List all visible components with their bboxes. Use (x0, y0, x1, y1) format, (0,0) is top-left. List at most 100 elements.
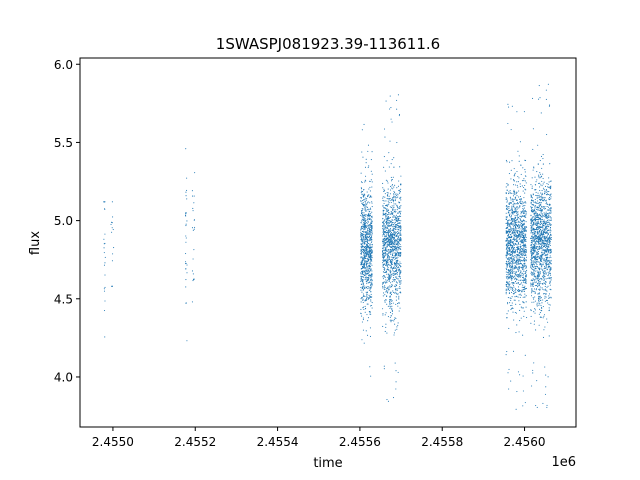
data-point (538, 182, 540, 184)
data-point (396, 234, 398, 236)
data-point (393, 256, 395, 258)
data-point (391, 246, 393, 249)
data-point (532, 264, 534, 266)
data-point (104, 233, 106, 235)
data-point (391, 269, 394, 271)
data-point (521, 201, 524, 203)
data-point (543, 219, 545, 221)
data-point (519, 205, 521, 207)
data-point (390, 233, 392, 235)
data-point (532, 200, 534, 202)
data-point (391, 236, 393, 238)
data-point (185, 212, 187, 214)
data-point (538, 247, 540, 249)
data-point (508, 224, 510, 226)
data-point (111, 227, 113, 229)
data-point (383, 200, 385, 202)
data-point (366, 250, 368, 252)
data-point (533, 288, 536, 290)
data-point (371, 211, 373, 213)
data-point (522, 290, 524, 292)
data-point (365, 253, 367, 255)
data-point (522, 215, 524, 217)
data-point (103, 238, 105, 240)
data-point (112, 228, 114, 231)
data-point (368, 251, 371, 253)
data-point (362, 242, 364, 244)
data-point (524, 244, 526, 246)
data-point (513, 236, 515, 238)
data-point (514, 299, 516, 301)
data-point (386, 295, 388, 298)
data-point (364, 220, 366, 223)
data-point (513, 190, 515, 193)
data-point (518, 290, 520, 292)
data-point (522, 276, 525, 278)
data-point (539, 204, 541, 206)
data-point (396, 328, 398, 330)
data-point (508, 240, 510, 242)
data-point (389, 277, 391, 280)
data-point (511, 212, 514, 214)
data-point (544, 231, 546, 234)
data-point (369, 215, 371, 217)
data-point (364, 251, 366, 253)
data-point (510, 278, 512, 280)
data-point (539, 286, 541, 288)
data-point (521, 276, 524, 279)
data-point (538, 292, 540, 294)
data-point (394, 257, 397, 259)
data-point (539, 264, 541, 266)
data-point (364, 295, 366, 298)
data-point (532, 369, 534, 371)
data-point (382, 244, 384, 246)
data-point (360, 261, 362, 263)
data-point (539, 277, 541, 280)
data-point (390, 227, 392, 230)
data-point (369, 281, 371, 283)
data-point (546, 190, 548, 192)
data-point (368, 194, 370, 196)
data-point (366, 253, 369, 255)
data-point (367, 320, 369, 322)
data-point (523, 241, 525, 243)
data-point (383, 275, 386, 277)
data-point (530, 295, 533, 297)
data-point (520, 248, 522, 250)
data-point (520, 239, 522, 241)
data-point (506, 247, 508, 249)
data-point (545, 89, 547, 91)
data-point (517, 243, 519, 245)
data-point (369, 280, 371, 282)
data-point (360, 263, 363, 265)
data-point (537, 197, 539, 199)
data-point (544, 208, 546, 210)
data-point (506, 207, 508, 209)
data-point (384, 193, 386, 195)
data-point (364, 218, 366, 220)
data-point (369, 190, 371, 192)
data-point (542, 246, 545, 248)
data-point (520, 256, 522, 258)
data-point (531, 209, 533, 211)
data-point (365, 330, 367, 332)
data-point (543, 206, 545, 208)
data-point (392, 238, 394, 240)
data-point (545, 273, 547, 275)
data-point (395, 292, 397, 295)
data-point (388, 278, 390, 280)
data-point (360, 200, 362, 202)
data-point (185, 237, 187, 239)
data-point (388, 257, 390, 259)
data-point (364, 278, 366, 280)
data-point (384, 249, 386, 251)
data-point (549, 228, 551, 230)
data-point (510, 305, 512, 307)
data-point (506, 200, 508, 202)
data-point (384, 314, 386, 316)
data-point (521, 211, 523, 213)
data-point (363, 224, 365, 226)
data-point (519, 206, 521, 208)
